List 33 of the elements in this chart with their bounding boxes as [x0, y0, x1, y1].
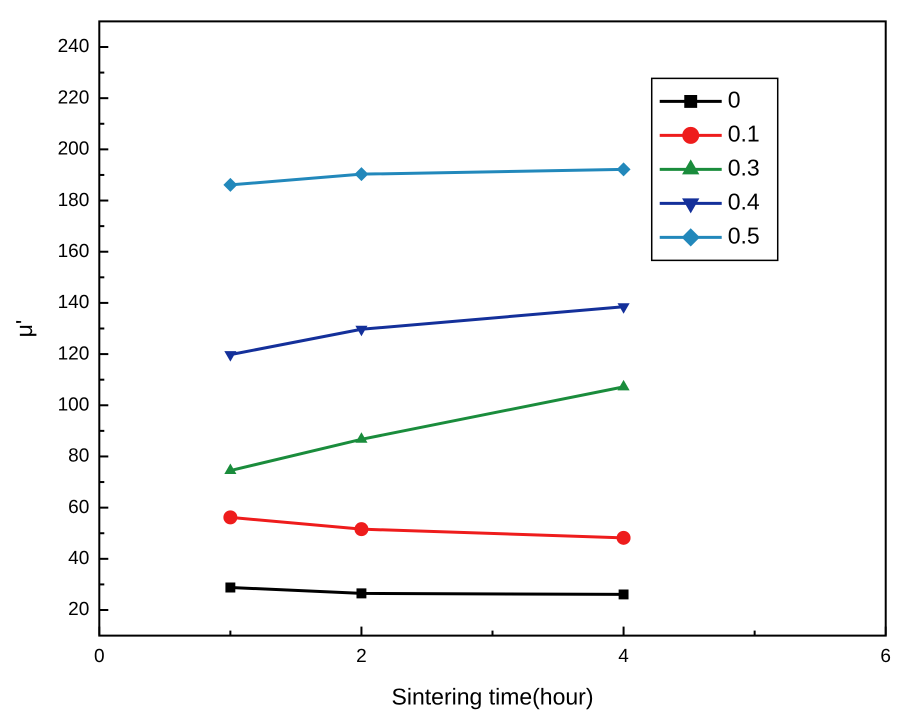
point: [223, 510, 238, 524]
y-tick-label: 120: [58, 343, 90, 364]
x-tick-label: 2: [356, 646, 367, 668]
y-tick-label: 180: [58, 190, 90, 211]
y-tick-label: 80: [68, 446, 90, 467]
x-tick-label: 4: [618, 646, 630, 668]
y-tick-label: 240: [58, 36, 90, 58]
y-tick-label: 220: [58, 87, 90, 108]
x-axis-title: Sintering time(hour): [392, 684, 594, 710]
legend-label: 0.1: [728, 120, 760, 147]
y-axis-title: μ': [11, 320, 38, 338]
point: [225, 582, 236, 592]
point: [354, 522, 368, 536]
x-tick-label: 0: [94, 646, 105, 668]
point: [618, 589, 629, 600]
y-tick-label: 60: [68, 496, 90, 518]
y-tick-label: 100: [58, 394, 90, 416]
y-tick-label: 20: [68, 599, 90, 620]
y-tick-label: 140: [58, 292, 90, 314]
point: [356, 588, 366, 598]
point: [616, 530, 631, 545]
point: [616, 162, 631, 176]
y-tick-label: 40: [68, 548, 90, 570]
legend-label: 0.4: [728, 188, 760, 215]
point: [223, 178, 238, 192]
legend-label: 0.3: [728, 154, 760, 181]
x-tick-label: 6: [880, 646, 892, 668]
y-tick-label: 200: [58, 138, 90, 160]
point: [224, 464, 236, 474]
legend-label: 0: [728, 86, 741, 113]
legend-label: 0.5: [728, 222, 760, 249]
y-tick-label: 160: [58, 240, 90, 262]
point: [354, 167, 368, 182]
